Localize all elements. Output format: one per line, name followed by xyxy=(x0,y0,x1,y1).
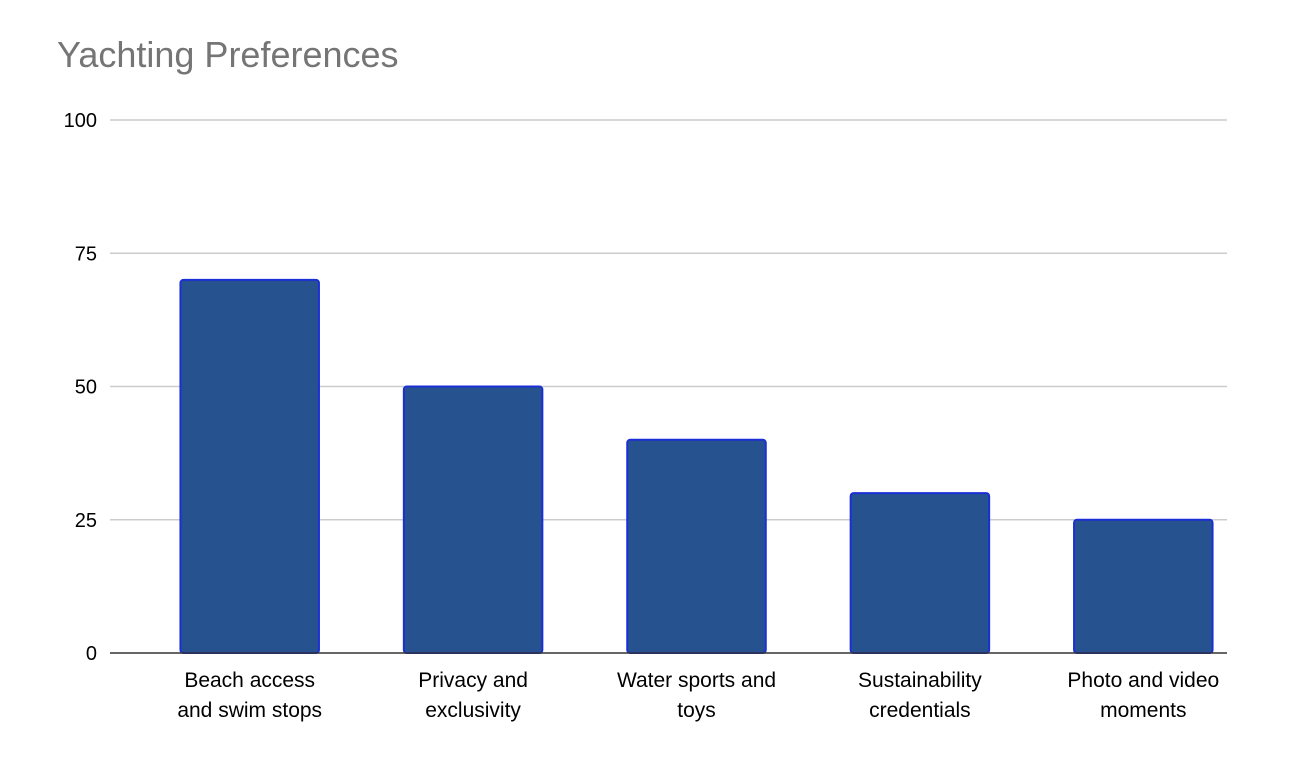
y-tick-label: 100 xyxy=(64,110,97,132)
y-tick-label: 0 xyxy=(86,643,97,665)
bar xyxy=(626,438,767,654)
x-category-label: Privacy and exclusivity xyxy=(418,669,528,722)
bar xyxy=(849,492,991,654)
bar xyxy=(1073,518,1214,654)
bar xyxy=(179,278,320,654)
y-tick-label: 25 xyxy=(75,510,97,532)
chart-title: Yachting Preferences xyxy=(57,34,399,75)
y-tick-label: 50 xyxy=(75,377,97,399)
x-axis-labels: Beach access and swim stops Privacy and exc… xyxy=(177,669,1219,722)
x-category-label: Water sports and toys xyxy=(617,669,776,722)
x-category-label: Sustainability credentials xyxy=(858,669,982,722)
y-axis-ticks: 0 25 50 75 100 xyxy=(64,110,97,665)
x-category-label: Photo and video moments xyxy=(1067,669,1219,722)
bars xyxy=(179,278,1214,654)
y-tick-label: 75 xyxy=(75,243,97,265)
x-category-label: Beach access and swim stops xyxy=(177,669,322,722)
bar xyxy=(402,385,544,654)
